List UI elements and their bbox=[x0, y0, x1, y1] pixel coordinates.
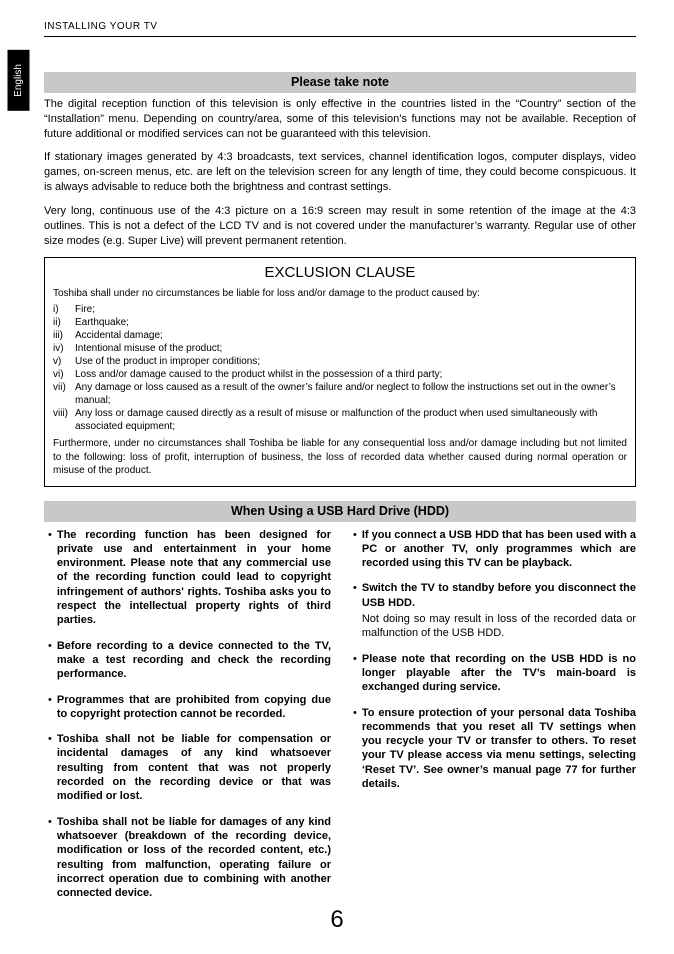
exclusion-item: iii)Accidental damage; bbox=[53, 329, 627, 342]
bullet-icon: • bbox=[48, 815, 52, 901]
list-item: •Toshiba shall not be liable for compens… bbox=[44, 732, 331, 803]
list-item-text: The recording function has been designed… bbox=[57, 528, 331, 628]
exclusion-item-num: vi) bbox=[53, 368, 75, 381]
page-number: 6 bbox=[0, 904, 674, 936]
bullet-icon: • bbox=[48, 528, 52, 628]
bullet-icon: • bbox=[48, 639, 52, 682]
exclusion-item-text: Any damage or loss caused as a result of… bbox=[75, 381, 627, 407]
exclusion-item-num: viii) bbox=[53, 407, 75, 433]
exclusion-list: i)Fire; ii)Earthquake; iii)Accidental da… bbox=[53, 303, 627, 433]
page-content: Please take note The digital reception f… bbox=[44, 72, 636, 911]
list-item-text: Before recording to a device connected t… bbox=[57, 639, 331, 682]
header-section-label: INSTALLING YOUR TV bbox=[44, 20, 157, 34]
please-note-title: Please take note bbox=[44, 72, 636, 93]
please-note-p1: The digital reception function of this t… bbox=[44, 97, 636, 142]
usb-two-column: •The recording function has been designe… bbox=[44, 528, 636, 912]
usb-right-column: •If you connect a USB HDD that has been … bbox=[349, 528, 636, 912]
exclusion-item-num: ii) bbox=[53, 316, 75, 329]
exclusion-footer: Furthermore, under no circumstances shal… bbox=[53, 437, 627, 478]
exclusion-item-num: v) bbox=[53, 355, 75, 368]
bullet-icon: • bbox=[353, 581, 357, 640]
list-item-text: Toshiba shall not be liable for compensa… bbox=[57, 732, 331, 803]
exclusion-title: EXCLUSION CLAUSE bbox=[53, 263, 627, 283]
list-item-text: If you connect a USB HDD that has been u… bbox=[362, 529, 636, 570]
list-item-text: Please note that recording on the USB HD… bbox=[362, 653, 636, 694]
exclusion-item: vii)Any damage or loss caused as a resul… bbox=[53, 381, 627, 407]
exclusion-item-num: iv) bbox=[53, 342, 75, 355]
header-rule bbox=[44, 36, 636, 37]
usb-hdd-title: When Using a USB Hard Drive (HDD) bbox=[44, 501, 636, 522]
list-item: •Please note that recording on the USB H… bbox=[349, 652, 636, 695]
list-item: •The recording function has been designe… bbox=[44, 528, 331, 628]
bullet-icon: • bbox=[353, 528, 357, 571]
exclusion-item-num: vii) bbox=[53, 381, 75, 407]
list-item: •Before recording to a device connected … bbox=[44, 639, 331, 682]
bullet-icon: • bbox=[48, 693, 52, 722]
list-item-text: To ensure protection of your personal da… bbox=[362, 707, 636, 790]
exclusion-item-text: Use of the product in improper condition… bbox=[75, 355, 260, 368]
list-item-text: Toshiba shall not be liable for damages … bbox=[57, 815, 331, 901]
bullet-icon: • bbox=[353, 652, 357, 695]
exclusion-item-text: Intentional misuse of the product; bbox=[75, 342, 222, 355]
exclusion-item-num: i) bbox=[53, 303, 75, 316]
bullet-icon: • bbox=[48, 732, 52, 803]
exclusion-item-text: Loss and/or damage caused to the product… bbox=[75, 368, 442, 381]
exclusion-item: v)Use of the product in improper conditi… bbox=[53, 355, 627, 368]
list-item-text: Switch the TV to standby before you disc… bbox=[362, 582, 636, 608]
list-item: •If you connect a USB HDD that has been … bbox=[349, 528, 636, 571]
list-item-text: Programmes that are prohibited from copy… bbox=[57, 693, 331, 722]
bullet-icon: • bbox=[353, 706, 357, 792]
exclusion-item: vi)Loss and/or damage caused to the prod… bbox=[53, 368, 627, 381]
exclusion-item: viii)Any loss or damage caused directly … bbox=[53, 407, 627, 433]
exclusion-clause-box: EXCLUSION CLAUSE Toshiba shall under no … bbox=[44, 257, 636, 486]
language-tab: English bbox=[8, 50, 30, 111]
list-item: •Programmes that are prohibited from cop… bbox=[44, 693, 331, 722]
exclusion-item: i)Fire; bbox=[53, 303, 627, 316]
list-item-note: Not doing so may result in loss of the r… bbox=[362, 612, 636, 641]
exclusion-item-num: iii) bbox=[53, 329, 75, 342]
usb-right-list: •If you connect a USB HDD that has been … bbox=[349, 528, 636, 792]
exclusion-item-text: Earthquake; bbox=[75, 316, 129, 329]
exclusion-intro: Toshiba shall under no circumstances be … bbox=[53, 287, 627, 301]
list-item: •To ensure protection of your personal d… bbox=[349, 706, 636, 792]
usb-left-column: •The recording function has been designe… bbox=[44, 528, 331, 912]
exclusion-item-text: Fire; bbox=[75, 303, 95, 316]
usb-left-list: •The recording function has been designe… bbox=[44, 528, 331, 901]
exclusion-item: ii)Earthquake; bbox=[53, 316, 627, 329]
exclusion-item-text: Any loss or damage caused directly as a … bbox=[75, 407, 627, 433]
list-item: •Switch the TV to standby before you dis… bbox=[349, 581, 636, 640]
exclusion-item-text: Accidental damage; bbox=[75, 329, 163, 342]
please-note-p3: Very long, continuous use of the 4:3 pic… bbox=[44, 204, 636, 249]
exclusion-item: iv)Intentional misuse of the product; bbox=[53, 342, 627, 355]
please-note-p2: If stationary images generated by 4:3 br… bbox=[44, 150, 636, 195]
list-item: •Toshiba shall not be liable for damages… bbox=[44, 815, 331, 901]
